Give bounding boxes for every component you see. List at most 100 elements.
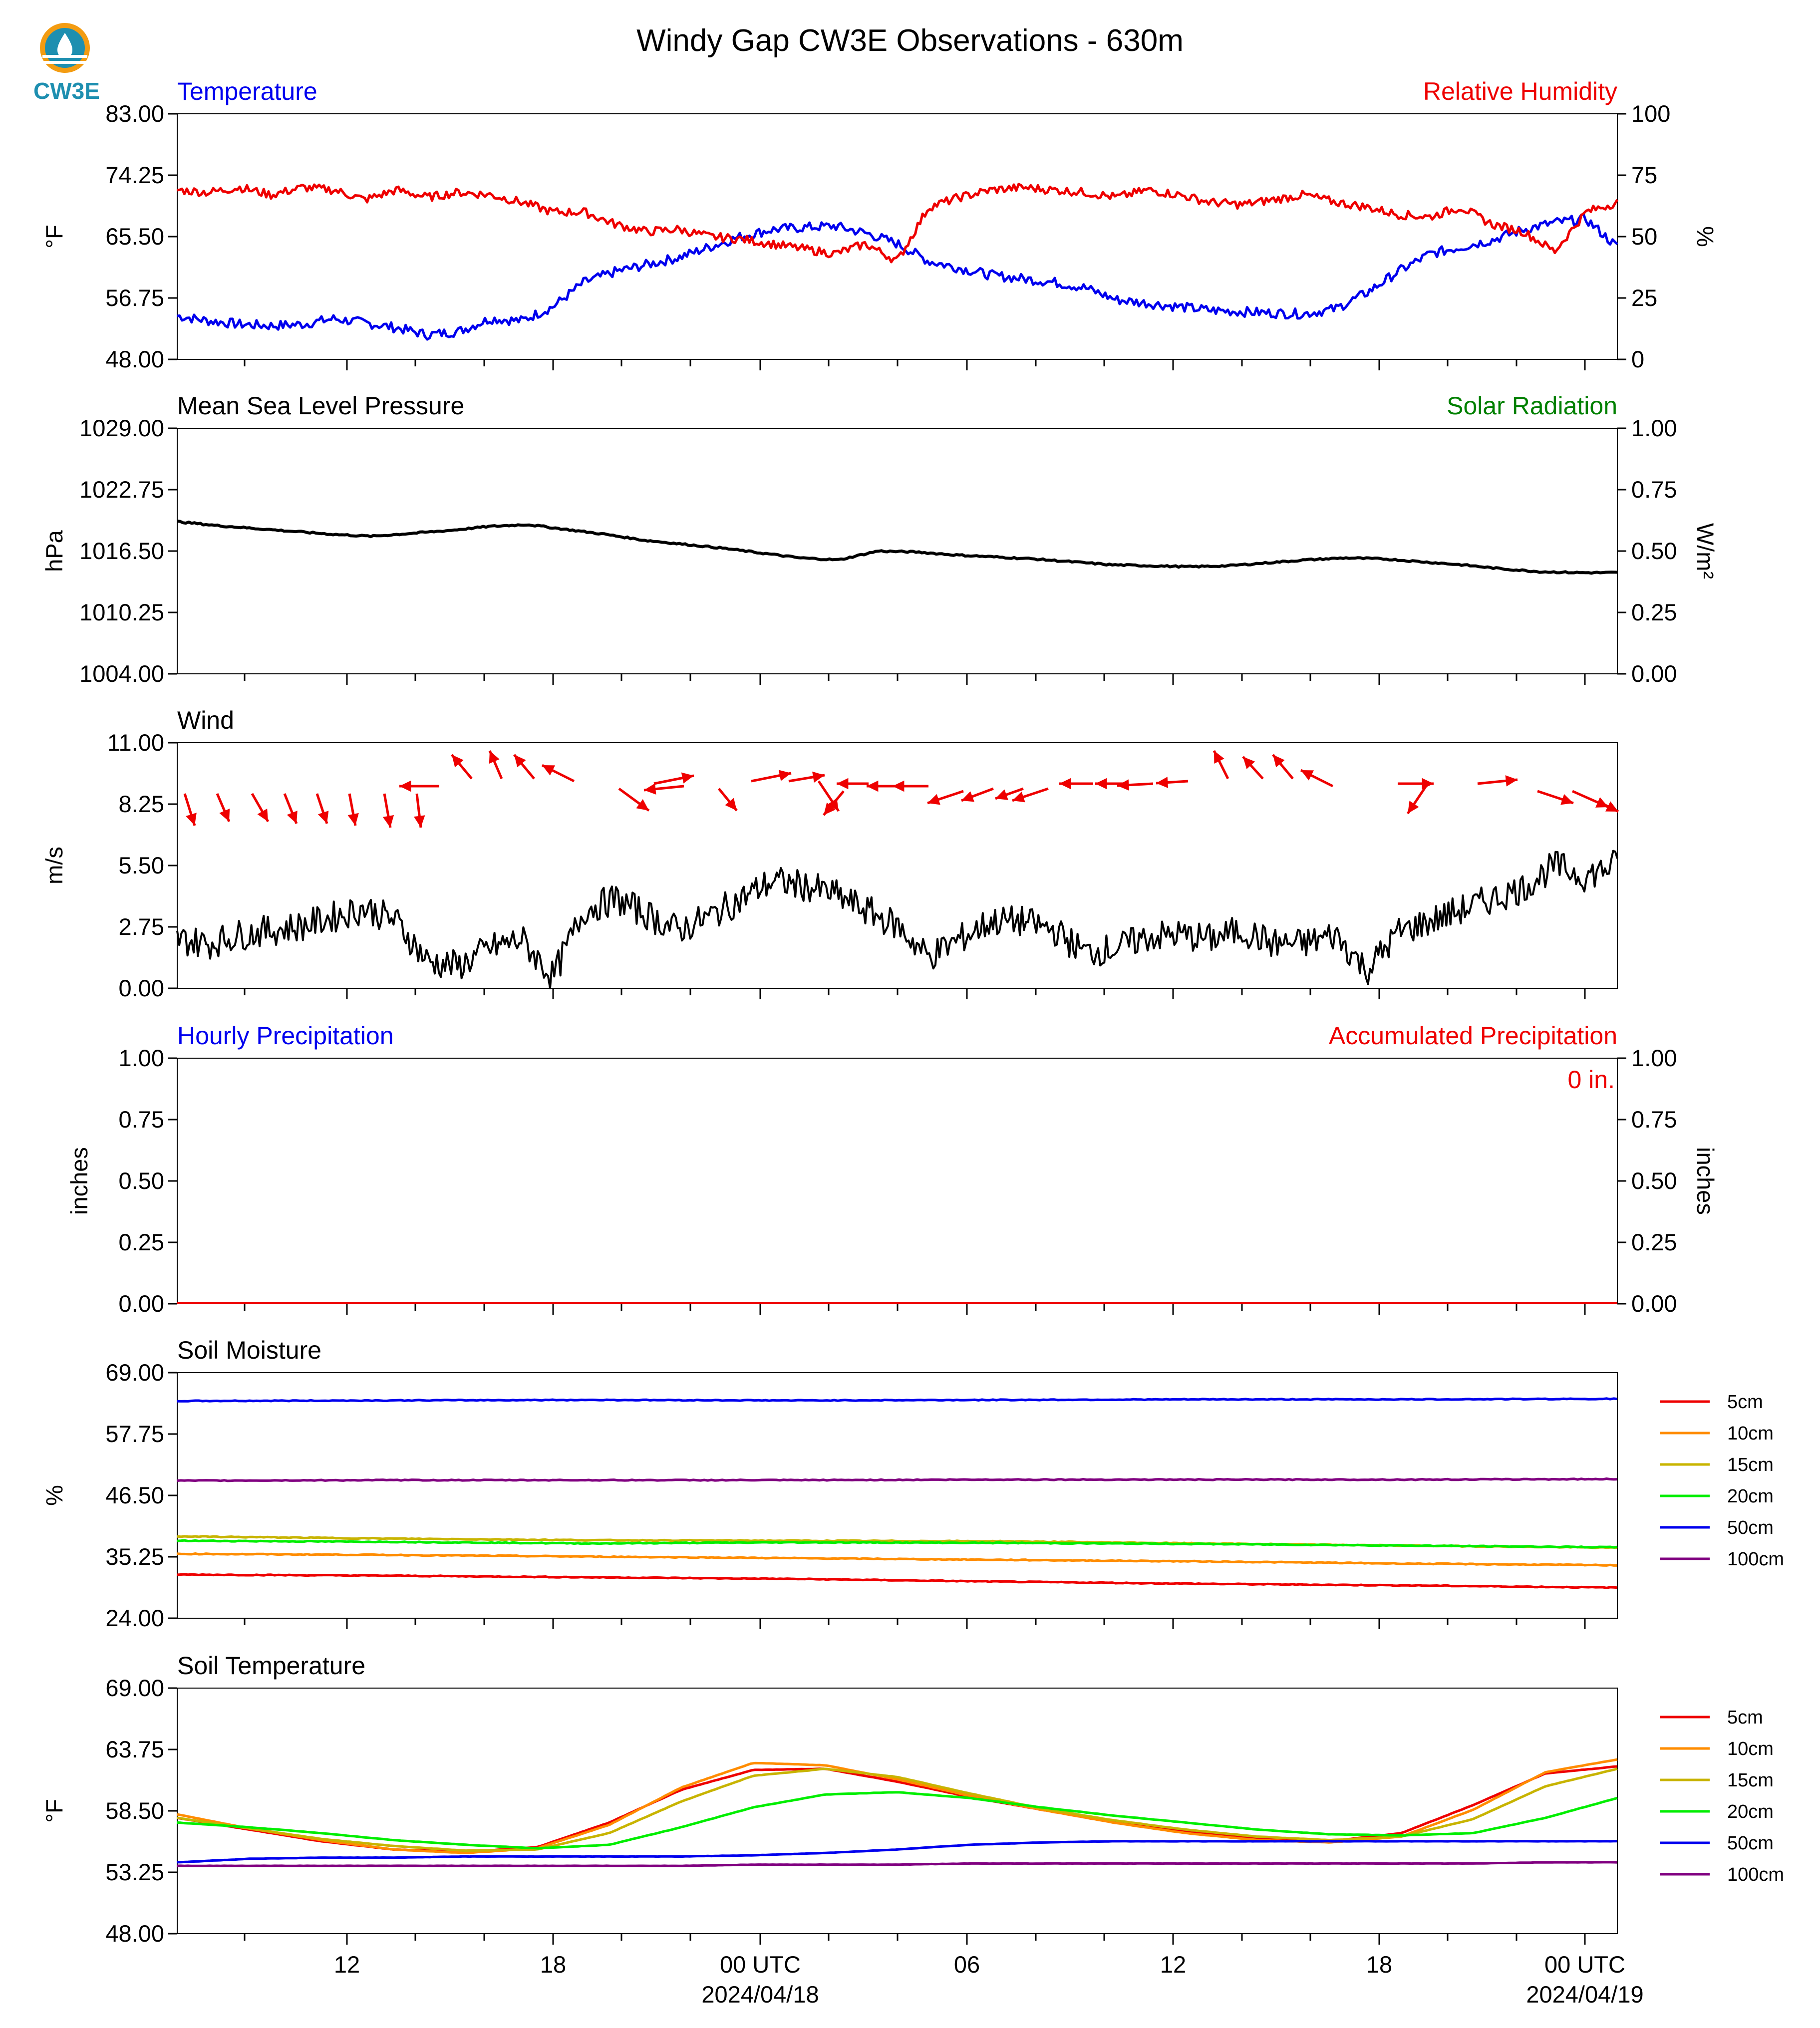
y-tick-label-left: 24.00	[105, 1605, 164, 1631]
y-tick-label-left: 1016.50	[79, 538, 164, 564]
y-tick-label-left: 11.00	[107, 729, 164, 756]
x-tick-label: 18	[540, 1951, 566, 1978]
pressure-line	[177, 519, 1618, 575]
wind-arrow-head	[725, 798, 737, 811]
wind-arrow-head	[1214, 751, 1224, 764]
y-tick-label-left: 57.75	[105, 1421, 164, 1447]
wind-speed-line	[176, 850, 1618, 989]
y-tick-label-left: 0.75	[119, 1106, 164, 1133]
x-tick-label: 00 UTC	[720, 1951, 801, 1978]
y-axis-label-left: °F	[41, 1799, 67, 1823]
y-tick-label-left: 69.00	[105, 1675, 164, 1701]
y-tick-label-right: 0.75	[1631, 476, 1677, 503]
x-tick-label: 18	[1366, 1951, 1392, 1978]
wind-arrow-head	[317, 811, 329, 824]
cw3e-logo: CW3E	[27, 19, 122, 104]
panel-title-right: Relative Humidity	[1423, 77, 1617, 105]
wind-arrow-head	[636, 799, 649, 811]
soil-line-20cm	[177, 1791, 1618, 1850]
panel-precip: 0.00 0.25 0.50 0.75 1.00 0.00 0.25 0.50 0.75 1.00…	[66, 1022, 1719, 1317]
plot-frame	[177, 1688, 1618, 1934]
rh-line	[177, 183, 1619, 264]
accumulated-precip-annotation: 0 in.	[1567, 1066, 1615, 1094]
figure-title: Windy Gap CW3E Observations - 630m	[636, 23, 1184, 58]
y-axis-label-left: inches	[66, 1147, 92, 1215]
y-tick-label-left: 0.50	[119, 1167, 164, 1194]
y-tick-label-right: 0.50	[1631, 1167, 1677, 1194]
plot-frame	[177, 1058, 1618, 1304]
wind-arrow-head	[837, 778, 849, 790]
wind-arrow-head	[1505, 775, 1517, 787]
y-tick-label-right: 100	[1631, 100, 1670, 127]
y-tick-label-left: 56.75	[105, 285, 164, 311]
wind-arrow-head	[542, 765, 555, 776]
panel-pressure-solar: 1004.00 1010.25 1016.50 1022.75 1029.00 0.00 0…	[41, 392, 1719, 687]
y-tick-label-left: 74.25	[105, 162, 164, 188]
wind-arrow-head	[382, 815, 394, 828]
y-tick-label-right: 0.00	[1631, 660, 1677, 687]
y-tick-label-left: 58.50	[105, 1797, 164, 1824]
temperature-line	[177, 213, 1618, 341]
panel-title-left: Soil Moisture	[177, 1336, 321, 1364]
y-tick-label-left: 5.50	[119, 852, 164, 878]
wind-arrow-head	[347, 813, 359, 826]
wind-arrow-head	[414, 815, 425, 828]
y-tick-label-right: 0	[1631, 346, 1644, 372]
x-tick-label: 12	[334, 1951, 360, 1978]
y-tick-label-left: 2.75	[119, 913, 164, 940]
wind-arrow-head	[1059, 778, 1071, 790]
y-tick-label-right: 0.25	[1631, 599, 1677, 625]
y-tick-label-left: 0.25	[119, 1229, 164, 1255]
wind-arrow-head	[1301, 770, 1314, 781]
legend-label: 5cm	[1727, 1392, 1763, 1413]
legend-label: 10cm	[1727, 1738, 1774, 1759]
wind-arrow-head	[1273, 755, 1285, 768]
wind-arrow-head	[257, 809, 268, 822]
y-tick-label-left: 35.25	[105, 1543, 164, 1570]
legend-label: 5cm	[1727, 1707, 1763, 1728]
wind-arrow-head	[1408, 801, 1419, 814]
wind-arrow-head	[287, 811, 298, 824]
plot-frame	[177, 742, 1618, 989]
y-tick-label-left: 1010.25	[79, 599, 164, 625]
y-tick-label-left: 83.00	[105, 100, 164, 127]
plot-frame	[177, 113, 1618, 360]
y-tick-label-right: 0.00	[1631, 1290, 1677, 1317]
soil-line-100cm	[177, 1477, 1618, 1482]
legend: 5cm 10cm 15cm 20cm 50cm 100cm	[1660, 1392, 1784, 1570]
wind-arrow-head	[1243, 757, 1255, 769]
legend-label: 15cm	[1727, 1770, 1774, 1791]
y-tick-label-right: 25	[1631, 285, 1657, 311]
panel-title-left: Hourly Precipitation	[177, 1022, 394, 1050]
legend-label: 50cm	[1727, 1517, 1774, 1538]
x-tick-label: 00 UTC	[1544, 1951, 1625, 1978]
y-tick-label-left: 0.00	[119, 1290, 164, 1317]
y-axis-label-left: hPa	[41, 530, 67, 572]
wind-arrow-head	[824, 802, 836, 815]
y-tick-label-left: 1.00	[119, 1045, 164, 1071]
y-axis-label-right: W/m²	[1692, 523, 1719, 579]
y-tick-label-left: 1022.75	[79, 476, 164, 503]
legend-label: 20cm	[1727, 1801, 1774, 1822]
legend: 5cm 10cm 15cm 20cm 50cm 100cm	[1660, 1707, 1784, 1885]
soil-line-10cm	[177, 1552, 1617, 1567]
y-axis-label-right: inches	[1692, 1147, 1719, 1215]
wind-arrow-head	[644, 783, 656, 795]
panel-title-right: Accumulated Precipitation	[1329, 1022, 1617, 1050]
y-tick-label-left: 48.00	[105, 346, 164, 372]
soil-line-5cm	[177, 1573, 1618, 1589]
y-tick-label-left: 1029.00	[79, 415, 164, 441]
y-tick-label-right: 1.00	[1631, 415, 1677, 441]
soil-line-15cm	[177, 1767, 1618, 1852]
y-tick-label-right: 0.75	[1631, 1106, 1677, 1133]
wind-arrow-head	[778, 770, 791, 781]
wind-arrow-head	[927, 794, 940, 805]
wind-arrow-head	[452, 755, 464, 768]
wind-arrow-head	[893, 780, 905, 792]
wind-arrow-head	[1560, 794, 1573, 805]
y-tick-label-right: 0.50	[1631, 538, 1677, 564]
y-tick-label-left: 8.25	[119, 791, 164, 817]
x-date-label: 2024/04/19	[1526, 1981, 1643, 2008]
legend-label: 100cm	[1727, 1864, 1784, 1885]
